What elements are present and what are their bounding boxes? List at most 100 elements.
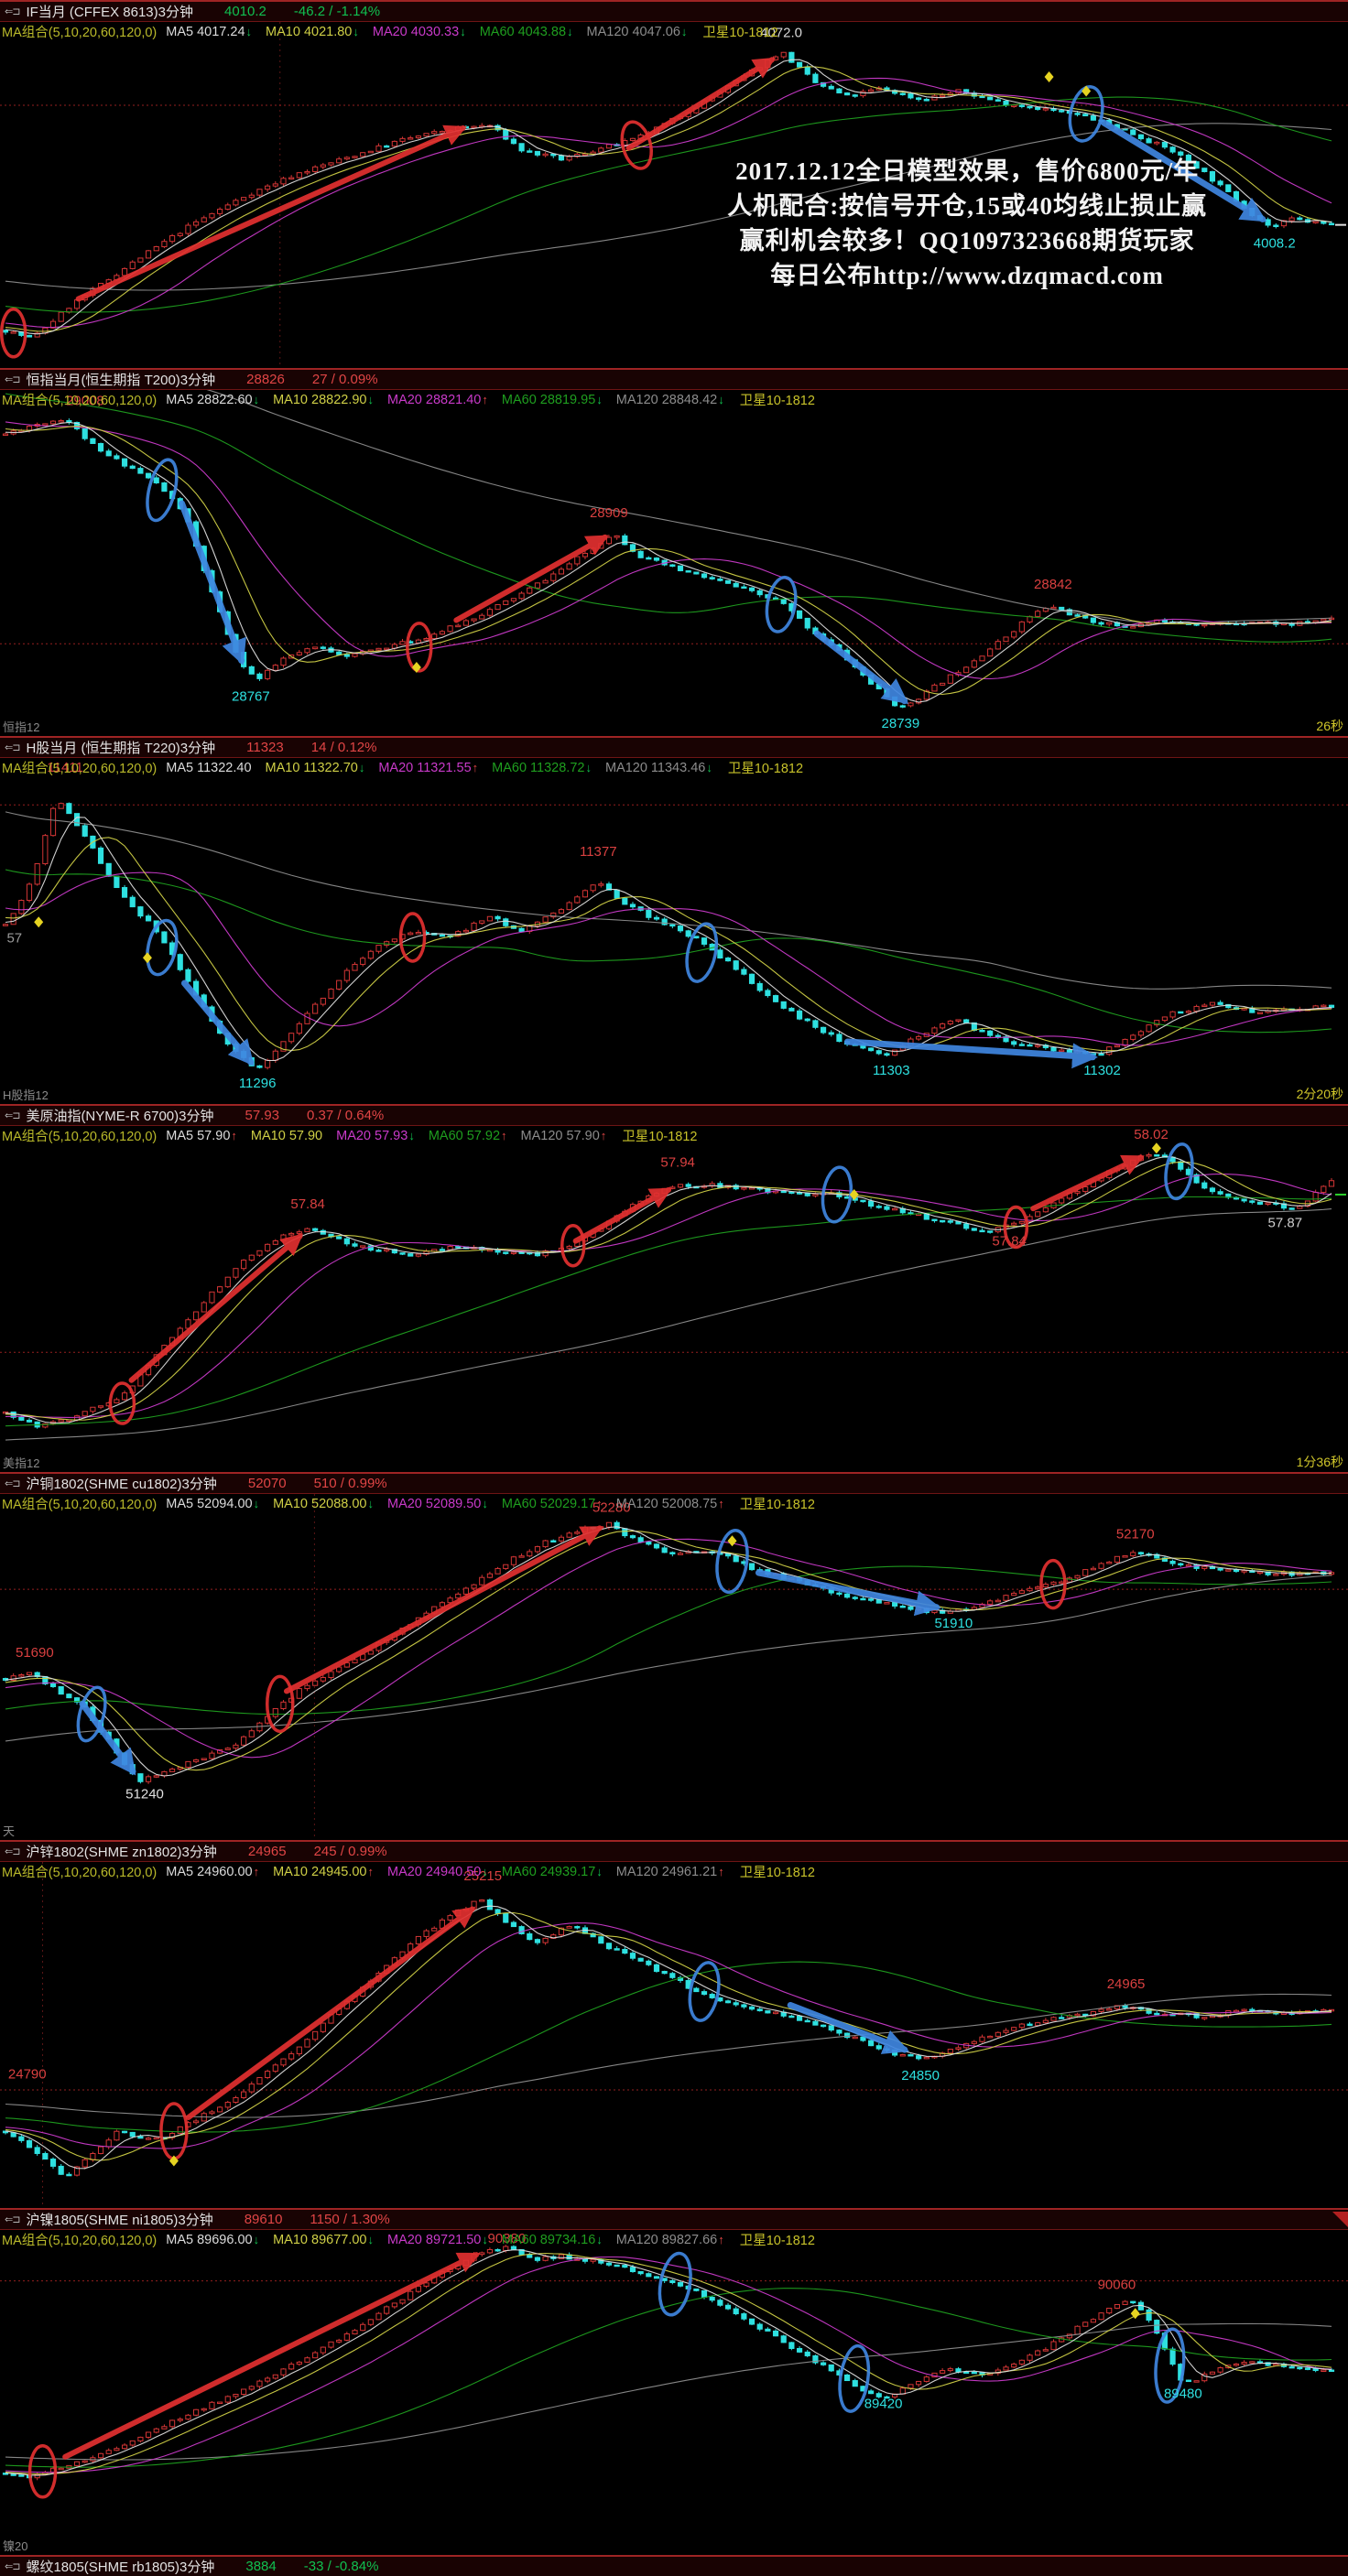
svg-text:52170: 52170 — [1116, 1527, 1155, 1542]
svg-text:28739: 28739 — [882, 716, 920, 731]
svg-text:57.87: 57.87 — [1268, 1215, 1303, 1230]
svg-text:89480: 89480 — [1164, 2387, 1202, 2402]
panel-titlebar[interactable]: ⇐⊐ 恒指当月(恒生期指 T200)3分钟 28826 27 / 0.09% — [0, 368, 1348, 390]
instrument-title: 恒指当月(恒生期指 T200)3分钟 — [26, 373, 216, 388]
svg-text:29008: 29008 — [66, 393, 104, 408]
svg-text:4072.0: 4072.0 — [760, 25, 802, 40]
window-restore-icon[interactable]: ⇐⊐ — [5, 374, 20, 385]
alert-triangle-icon — [1332, 2212, 1348, 2227]
instrument-title: H股当月 (恒生期指 T220)3分钟 — [26, 741, 216, 756]
instrument-title: IF当月 (CFFEX 8613)3分钟 — [26, 5, 193, 20]
window-restore-icon[interactable]: ⇐⊐ — [5, 2561, 20, 2572]
last-price: 3884 — [245, 2559, 277, 2574]
last-price: 24965 — [247, 1844, 287, 1859]
candlestick-chart[interactable]: 29008 28909 28842 28767 28739 — [0, 390, 1348, 736]
svg-text:89420: 89420 — [864, 2396, 903, 2411]
chart-area[interactable]: 29008 28909 28842 28767 28739 MA组合(5,10,20,6… — [0, 390, 1348, 736]
svg-text:57.84: 57.84 — [992, 1234, 1027, 1250]
instrument-title: 沪锌1802(SHME zn1802)3分钟 — [26, 1845, 217, 1860]
svg-text:57: 57 — [6, 931, 22, 947]
chart-area[interactable]: 4072.0 4008.2 MA组合(5,10,20,60,120,0) MA5 … — [0, 22, 1348, 368]
instrument-title: 沪铜1802(SHME cu1802)3分钟 — [26, 1477, 217, 1492]
chart-area[interactable]: 90380 89420 90060 89480 MA组合(5,10,20,60,120… — [0, 2230, 1348, 2555]
panel-titlebar[interactable]: ⇐⊐ H股当月 (恒生期指 T220)3分钟 11323 14 / 0.12% — [0, 736, 1348, 758]
svg-text:11296: 11296 — [239, 1076, 277, 1091]
price-change: 1150 / 1.30% — [310, 2212, 390, 2227]
svg-text:24965: 24965 — [1107, 1976, 1146, 1992]
contract-label: H股指12 — [3, 1088, 49, 1102]
svg-text:11411: 11411 — [47, 760, 83, 775]
chart-area[interactable]: 24790 25215 24850 24965 MA组合(5,10,20,60,120… — [0, 1862, 1348, 2208]
countdown-label: 1分36秒 — [1296, 1455, 1343, 1469]
contract-label: 恒指12 — [3, 720, 40, 734]
last-price: 4010.2 — [223, 4, 266, 19]
countdown-label: 26秒 — [1316, 719, 1343, 733]
last-price: 28826 — [246, 372, 285, 387]
window-restore-icon[interactable]: ⇐⊐ — [5, 2214, 20, 2225]
window-restore-icon[interactable]: ⇐⊐ — [5, 1478, 20, 1489]
candlestick-chart[interactable]: 57.84 57.94 58.02 57.84 57.87 — [0, 1126, 1348, 1472]
countdown-label: 2分20秒 — [1296, 1087, 1343, 1101]
svg-text:90060: 90060 — [1098, 2278, 1136, 2293]
svg-text:28842: 28842 — [1034, 577, 1072, 592]
price-change: -46.2 / -1.14% — [293, 4, 381, 19]
svg-text:51240: 51240 — [125, 1786, 164, 1802]
price-change: 0.37 / 0.64% — [307, 1108, 385, 1123]
panel-titlebar[interactable]: ⇐⊐ 沪镍1805(SHME ni1805)3分钟 89610 1150 / 1… — [0, 2208, 1348, 2230]
chart-panel: ⇐⊐ 螺纹1805(SHME rb1805)3分钟 3884 -33 / -0.… — [0, 2555, 1348, 2576]
svg-text:58.02: 58.02 — [1134, 1127, 1169, 1142]
svg-text:24850: 24850 — [901, 2068, 940, 2084]
last-price: 52070 — [247, 1476, 287, 1491]
svg-text:51690: 51690 — [16, 1645, 54, 1661]
last-price: 57.93 — [245, 1108, 280, 1123]
instrument-title: 美原油指(NYME-R 6700)3分钟 — [26, 1109, 214, 1124]
chart-area[interactable]: 11411 11377 11296 11303 11302 57 MA组合(5,10,20… — [0, 758, 1348, 1104]
candlestick-chart[interactable]: 11411 11377 11296 11303 11302 57 — [0, 758, 1348, 1104]
svg-text:24790: 24790 — [8, 2067, 47, 2083]
window-restore-icon[interactable]: ⇐⊐ — [5, 6, 20, 17]
panel-titlebar[interactable]: ⇐⊐ 螺纹1805(SHME rb1805)3分钟 3884 -33 / -0.… — [0, 2555, 1348, 2576]
chart-panel: ⇐⊐ H股当月 (恒生期指 T220)3分钟 11323 14 / 0.12% … — [0, 736, 1348, 1104]
candlestick-chart[interactable]: 90380 89420 90060 89480 — [0, 2230, 1348, 2555]
panel-titlebar[interactable]: ⇐⊐ 沪锌1802(SHME zn1802)3分钟 24965 245 / 0.… — [0, 1840, 1348, 1862]
svg-text:52280: 52280 — [592, 1499, 631, 1515]
svg-text:25215: 25215 — [463, 1868, 502, 1884]
candlestick-chart[interactable]: 4072.0 4008.2 — [0, 22, 1348, 368]
price-change: 245 / 0.99% — [313, 1844, 387, 1859]
price-change: 14 / 0.12% — [310, 740, 377, 755]
panel-titlebar[interactable]: ⇐⊐ IF当月 (CFFEX 8613)3分钟 4010.2 -46.2 / -… — [0, 0, 1348, 22]
chart-area[interactable]: 51690 51240 52280 51910 52170 MA组合(5,10,20,6… — [0, 1494, 1348, 1840]
window-restore-icon[interactable]: ⇐⊐ — [5, 742, 20, 753]
window-restore-icon[interactable]: ⇐⊐ — [5, 1110, 20, 1121]
svg-text:90380: 90380 — [487, 2231, 526, 2246]
svg-text:4008.2: 4008.2 — [1254, 236, 1296, 252]
svg-text:28767: 28767 — [232, 689, 270, 705]
svg-text:11377: 11377 — [580, 844, 617, 860]
chart-panel: ⇐⊐ 沪锌1802(SHME zn1802)3分钟 24965 245 / 0.… — [0, 1840, 1348, 2208]
svg-text:51910: 51910 — [934, 1616, 973, 1631]
price-change: 27 / 0.09% — [311, 372, 378, 387]
candlestick-chart[interactable]: 51690 51240 52280 51910 52170 — [0, 1494, 1348, 1840]
last-price: 11323 — [246, 740, 284, 755]
chart-area[interactable]: 57.84 57.94 58.02 57.84 57.87 MA组合(5,10,20,6… — [0, 1126, 1348, 1472]
contract-label: 美指12 — [3, 1456, 40, 1470]
candlestick-chart[interactable]: 24790 25215 24850 24965 — [0, 1862, 1348, 2208]
chart-panel: ⇐⊐ 美原油指(NYME-R 6700)3分钟 57.93 0.37 / 0.6… — [0, 1104, 1348, 1472]
instrument-title: 螺纹1805(SHME rb1805)3分钟 — [26, 2560, 215, 2575]
svg-text:11302: 11302 — [1083, 1063, 1121, 1078]
chart-panel: ⇐⊐ IF当月 (CFFEX 8613)3分钟 4010.2 -46.2 / -… — [0, 0, 1348, 368]
svg-text:28909: 28909 — [590, 505, 628, 521]
panel-titlebar[interactable]: ⇐⊐ 美原油指(NYME-R 6700)3分钟 57.93 0.37 / 0.6… — [0, 1104, 1348, 1126]
price-change: 510 / 0.99% — [313, 1476, 387, 1491]
window-restore-icon[interactable]: ⇐⊐ — [5, 1846, 20, 1857]
svg-text:57.94: 57.94 — [660, 1155, 695, 1171]
svg-text:11303: 11303 — [873, 1063, 910, 1078]
panel-titlebar[interactable]: ⇐⊐ 沪铜1802(SHME cu1802)3分钟 52070 510 / 0.… — [0, 1472, 1348, 1494]
chart-panel: ⇐⊐ 恒指当月(恒生期指 T200)3分钟 28826 27 / 0.09% 2… — [0, 368, 1348, 736]
chart-panel: ⇐⊐ 沪镍1805(SHME ni1805)3分钟 89610 1150 / 1… — [0, 2208, 1348, 2555]
chart-panel: ⇐⊐ 沪铜1802(SHME cu1802)3分钟 52070 510 / 0.… — [0, 1472, 1348, 1840]
price-change: -33 / -0.84% — [303, 2559, 379, 2574]
svg-text:57.84: 57.84 — [290, 1196, 325, 1212]
contract-label: 天 — [3, 1824, 16, 1838]
